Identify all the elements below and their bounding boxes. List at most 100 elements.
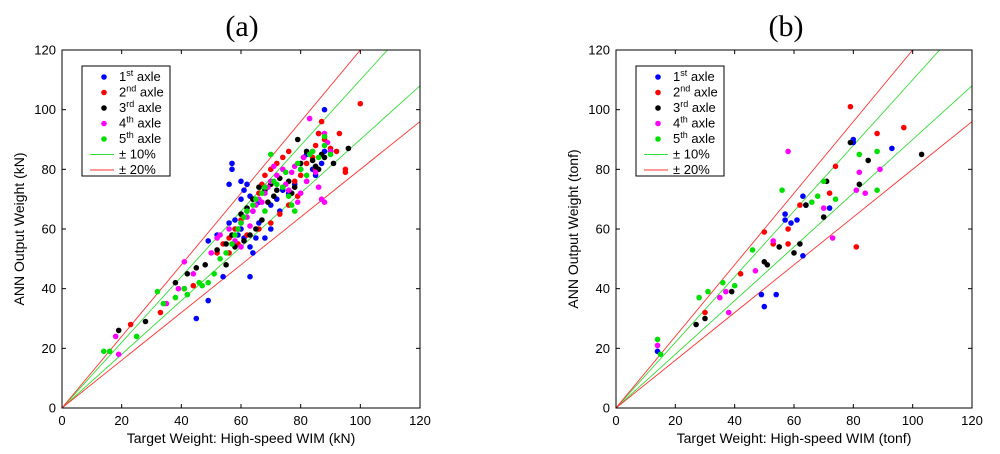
data-point-axle-4 [294, 199, 301, 205]
data-point-axle-1 [318, 160, 325, 167]
data-point-axle-5 [259, 190, 265, 196]
bound-line-20pct-upper [616, 50, 914, 408]
x-tick-label: 80 [293, 413, 307, 428]
data-point-axle-3 [309, 157, 316, 164]
data-point-axle-2 [157, 309, 164, 316]
data-point-axle-1 [232, 217, 238, 223]
data-point-axle-1 [782, 211, 788, 217]
data-point-axle-3 [115, 327, 122, 334]
data-point-axle-4 [285, 187, 292, 193]
legend-label-axle-3: 3rd axle [673, 99, 716, 115]
data-point-axle-4 [306, 115, 313, 122]
legend-label-axle-5: 5th axle [673, 130, 715, 146]
chart-title: (b) [769, 10, 804, 43]
legend-label-axle-1: 1st axle [119, 68, 161, 84]
data-point-axle-4 [725, 309, 732, 316]
y-tick-label: 60 [596, 222, 610, 237]
data-point-axle-5 [238, 220, 244, 226]
data-point-axle-5 [172, 294, 179, 301]
data-point-axle-5 [196, 279, 202, 286]
data-point-axle-4 [226, 226, 232, 232]
data-point-axle-5 [731, 282, 738, 289]
data-point-axle-1 [247, 273, 253, 280]
data-point-axle-2 [832, 163, 839, 170]
data-points [654, 103, 925, 358]
data-point-axle-5 [181, 285, 188, 292]
x-tick-label: 40 [727, 413, 741, 428]
data-point-axle-2 [847, 103, 854, 110]
data-point-axle-3 [193, 265, 200, 271]
data-point-axle-3 [345, 145, 352, 152]
x-tick-label: 20 [668, 413, 682, 428]
data-point-axle-3 [764, 262, 771, 268]
data-point-axle-3 [142, 318, 149, 325]
data-point-axle-2 [761, 229, 768, 235]
legend-label-bound-1: ± 10% [119, 147, 156, 162]
chart-title: (a) [225, 10, 258, 43]
data-point-axle-4 [190, 271, 197, 277]
data-point-axle-1 [889, 145, 895, 152]
data-point-axle-2 [318, 118, 325, 125]
data-point-axle-5 [696, 294, 702, 301]
x-tick-label: 60 [787, 413, 801, 428]
data-point-axle-3 [856, 181, 863, 188]
data-point-axle-4 [785, 148, 791, 155]
data-point-axle-5 [720, 279, 726, 286]
data-point-axle-4 [247, 223, 253, 229]
data-point-axle-5 [814, 193, 821, 199]
data-point-axle-3 [202, 262, 208, 268]
data-point-axle-5 [657, 351, 664, 358]
data-point-axle-4 [259, 199, 265, 205]
data-point-axle-5 [809, 199, 815, 205]
data-point-axle-5 [309, 148, 316, 155]
data-point-axle-4 [829, 235, 836, 241]
data-point-axle-1 [229, 160, 235, 167]
data-point-axle-4 [274, 172, 280, 179]
data-point-axle-5 [106, 348, 113, 355]
bound-line-20pct-lower [616, 121, 972, 408]
data-point-axle-5 [154, 288, 161, 295]
legend-marker-axle-2 [655, 89, 661, 96]
data-point-axle-5 [274, 181, 280, 188]
data-point-axle-4 [208, 250, 214, 256]
data-point-axle-3 [321, 154, 328, 161]
data-point-axle-3 [776, 244, 782, 250]
data-point-axle-5 [250, 202, 256, 208]
data-point-axle-5 [321, 133, 328, 140]
data-point-axle-5 [288, 202, 295, 208]
data-point-axle-3 [265, 199, 271, 205]
x-tick-label: 60 [234, 413, 248, 428]
data-point-axle-3 [820, 214, 827, 220]
data-point-axle-5 [654, 336, 661, 343]
data-point-axle-3 [223, 262, 229, 268]
data-point-axle-1 [193, 315, 200, 322]
data-point-axle-3 [803, 202, 809, 208]
data-point-axle-3 [791, 250, 797, 256]
data-point-axle-1 [262, 235, 268, 241]
data-point-axle-2 [333, 148, 340, 155]
data-point-axle-3 [294, 136, 301, 143]
data-point-axle-5 [294, 160, 301, 167]
data-point-axle-2 [785, 226, 791, 232]
y-tick-label: 20 [596, 341, 610, 356]
x-tick-label: 20 [114, 413, 128, 428]
data-point-axle-5 [283, 169, 289, 176]
data-point-axle-4 [820, 205, 827, 211]
data-point-axle-2 [785, 241, 791, 247]
x-axis-label: Target Weight: High-speed WIM (tonf) [677, 430, 912, 446]
data-point-axle-3 [728, 288, 735, 295]
data-point-axle-1 [220, 273, 226, 280]
legend-marker-axle-1 [655, 74, 661, 80]
data-point-axle-3 [247, 232, 253, 238]
data-point-axle-2 [826, 190, 833, 196]
data-point-axle-4 [288, 169, 295, 176]
x-axis-label: Target Weight: High-speed WIM (kN) [127, 430, 355, 446]
data-point-axle-4 [717, 294, 723, 301]
data-point-axle-5 [327, 151, 334, 158]
data-point-axle-2 [303, 160, 310, 167]
data-point-axle-4 [856, 169, 863, 176]
data-point-axle-5 [705, 288, 711, 295]
data-point-axle-2 [285, 148, 292, 155]
data-point-axle-4 [312, 169, 319, 176]
